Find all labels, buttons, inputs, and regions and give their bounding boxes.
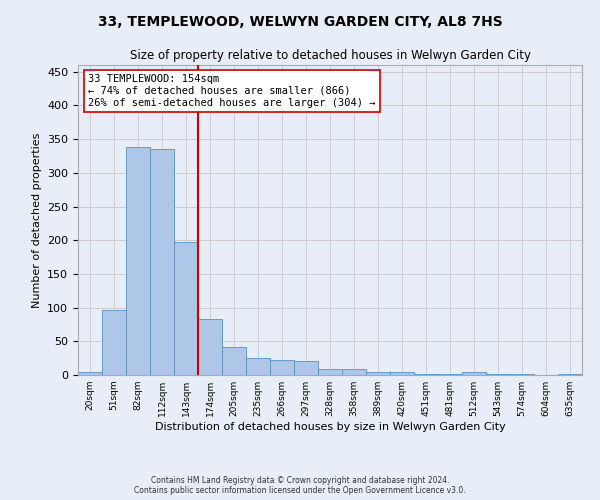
- Bar: [270, 360, 294, 375]
- Bar: [174, 242, 198, 375]
- Bar: [438, 374, 462, 375]
- Bar: [510, 374, 534, 375]
- X-axis label: Distribution of detached houses by size in Welwyn Garden City: Distribution of detached houses by size …: [155, 422, 505, 432]
- Text: 33 TEMPLEWOOD: 154sqm
← 74% of detached houses are smaller (866)
26% of semi-det: 33 TEMPLEWOOD: 154sqm ← 74% of detached …: [88, 74, 376, 108]
- Bar: [318, 369, 342, 375]
- Bar: [462, 372, 486, 375]
- Bar: [486, 374, 510, 375]
- Bar: [78, 372, 102, 375]
- Text: 33, TEMPLEWOOD, WELWYN GARDEN CITY, AL8 7HS: 33, TEMPLEWOOD, WELWYN GARDEN CITY, AL8 …: [98, 15, 502, 29]
- Bar: [342, 369, 366, 375]
- Bar: [126, 147, 150, 375]
- Bar: [294, 361, 318, 375]
- Bar: [222, 346, 246, 375]
- Y-axis label: Number of detached properties: Number of detached properties: [32, 132, 41, 308]
- Text: Contains HM Land Registry data © Crown copyright and database right 2024.
Contai: Contains HM Land Registry data © Crown c…: [134, 476, 466, 495]
- Bar: [558, 374, 582, 375]
- Bar: [414, 374, 438, 375]
- Bar: [246, 358, 270, 375]
- Bar: [366, 372, 390, 375]
- Bar: [102, 310, 126, 375]
- Bar: [198, 319, 222, 375]
- Title: Size of property relative to detached houses in Welwyn Garden City: Size of property relative to detached ho…: [130, 50, 530, 62]
- Bar: [150, 149, 174, 375]
- Bar: [390, 372, 414, 375]
